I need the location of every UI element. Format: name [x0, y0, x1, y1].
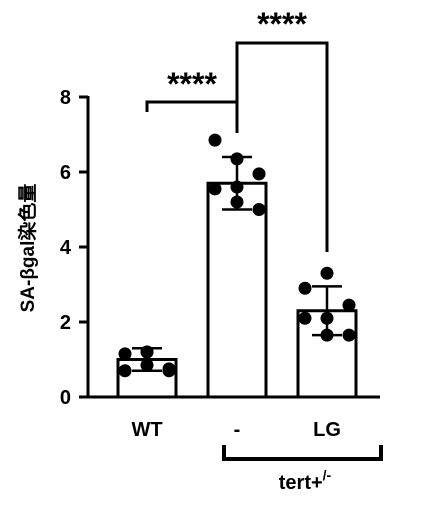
bars — [116, 181, 358, 399]
significance-bracket — [145, 100, 239, 112]
data-point — [118, 364, 132, 378]
data-point — [342, 328, 356, 342]
group-label-superscript: /- — [323, 467, 332, 483]
data-point — [208, 133, 222, 147]
x-category-label: - — [234, 419, 241, 441]
group-bracket-line — [222, 445, 383, 461]
data-point — [140, 358, 154, 372]
data-point — [118, 347, 132, 361]
data-point — [230, 180, 244, 194]
significance-brackets: **** **** — [145, 6, 329, 252]
data-point — [252, 203, 266, 216]
data-point — [298, 311, 312, 325]
y-tick-label: 4 — [60, 237, 72, 259]
data-points — [118, 133, 356, 378]
y-tick-label: 6 — [60, 162, 71, 184]
x-category-label: WT — [131, 419, 162, 441]
data-point — [230, 152, 244, 166]
y-tick-label: 8 — [60, 87, 71, 109]
data-point — [230, 195, 244, 209]
group-bracket: tert+/- — [222, 445, 383, 494]
data-point — [162, 364, 176, 378]
data-point — [252, 167, 266, 181]
x-category-label: LG — [313, 419, 341, 441]
y-axis-label: SA-βgal染色量 — [16, 184, 39, 313]
data-point — [320, 328, 334, 342]
group-label: tert+/- — [279, 467, 332, 494]
data-point — [140, 345, 154, 359]
significance-bracket — [235, 41, 329, 252]
y-tick-label: 0 — [60, 387, 71, 409]
significance-label: **** — [167, 66, 217, 102]
data-point — [298, 281, 312, 295]
data-point — [320, 266, 334, 280]
data-point — [342, 298, 356, 312]
significance-label: **** — [257, 6, 307, 42]
data-point — [208, 182, 222, 196]
y-tick-label: 2 — [60, 312, 71, 334]
group-label-main: tert+ — [279, 472, 323, 494]
data-point — [320, 311, 334, 325]
